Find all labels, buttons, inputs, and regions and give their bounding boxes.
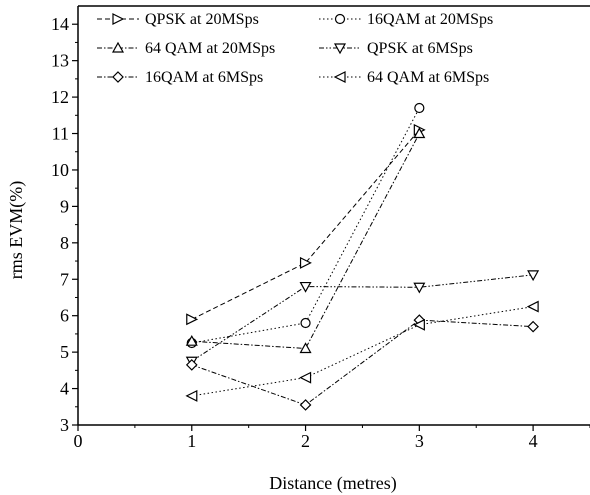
- data-point: [186, 313, 199, 326]
- x-axis-label: Distance (metres): [269, 473, 396, 494]
- legend-item: QPSK at 6MSps: [319, 40, 473, 57]
- series-line: [191, 107, 420, 344]
- x-tick-label: 3: [415, 431, 424, 451]
- data-point: [112, 71, 124, 83]
- x-tick-label: 1: [187, 431, 196, 451]
- y-tick-label: 10: [51, 160, 69, 180]
- legend-label: QPSK at 20MSps: [145, 11, 259, 28]
- y-axis-ticks: 3 4 5 6 7 8 9 10 11 12 13 14: [51, 14, 78, 435]
- data-point: [299, 256, 312, 269]
- series-line: [191, 274, 534, 362]
- y-tick-label: 5: [60, 342, 69, 362]
- legend-item: 64 QAM at 6MSps: [319, 69, 489, 86]
- data-point: [185, 359, 198, 371]
- series: [185, 270, 540, 368]
- legend-item: 64 QAM at 20MSps: [97, 40, 275, 57]
- x-tick-label: 4: [529, 431, 538, 451]
- series: [186, 102, 425, 349]
- series-line: [191, 129, 420, 320]
- data-point: [111, 41, 125, 53]
- data-point: [334, 13, 346, 25]
- series: [186, 123, 426, 326]
- data-point: [414, 102, 425, 114]
- data-point: [299, 342, 312, 354]
- series: [185, 300, 539, 402]
- series-line: [191, 133, 420, 350]
- y-tick-label: 11: [52, 124, 69, 144]
- series: [185, 127, 426, 354]
- y-tick-label: 14: [51, 14, 69, 34]
- data-point: [112, 13, 125, 25]
- data-point: [185, 389, 198, 402]
- x-axis-ticks: 0 1 2 3 4: [74, 425, 590, 451]
- series: [185, 314, 539, 411]
- data-point: [527, 270, 540, 282]
- legend-label: 64 QAM at 6MSps: [367, 69, 489, 86]
- data-point: [413, 127, 426, 139]
- legend-item: 16QAM at 6MSps: [97, 69, 263, 86]
- series-layer: [185, 102, 540, 411]
- legend-label: QPSK at 6MSps: [367, 40, 473, 57]
- y-axis-label: rms EVM(%): [6, 181, 27, 279]
- legend-label: 16QAM at 6MSps: [145, 69, 263, 86]
- legend-item: 16QAM at 20MSps: [319, 11, 493, 28]
- y-tick-label: 13: [51, 51, 69, 71]
- data-point: [413, 282, 426, 294]
- data-point: [333, 43, 347, 55]
- data-point: [412, 318, 425, 331]
- plot-frame: [77, 5, 590, 426]
- legend-label: 64 QAM at 20MSps: [145, 40, 275, 57]
- y-tick-label: 8: [60, 233, 69, 253]
- legend-label: 16QAM at 20MSps: [367, 11, 493, 28]
- x-tick-label: 0: [74, 431, 83, 451]
- legend-item: QPSK at 20MSps: [97, 11, 259, 28]
- y-tick-label: 4: [60, 379, 69, 399]
- data-point: [526, 300, 539, 313]
- data-point: [300, 317, 311, 329]
- data-point: [299, 371, 312, 384]
- legend: QPSK at 20MSps 16QAM at 20MSps 64 QAM at 2…: [97, 11, 493, 86]
- y-tick-label: 6: [60, 306, 69, 326]
- y-tick-label: 9: [60, 196, 69, 216]
- data-point: [299, 399, 312, 411]
- data-point: [185, 334, 198, 346]
- y-tick-label: 7: [60, 269, 69, 289]
- series-line: [191, 319, 534, 406]
- x-tick-label: 2: [301, 431, 310, 451]
- data-point: [333, 71, 346, 83]
- data-point: [299, 281, 312, 293]
- data-point: [527, 320, 539, 333]
- y-tick-label: 3: [60, 415, 69, 435]
- y-tick-label: 12: [51, 87, 69, 107]
